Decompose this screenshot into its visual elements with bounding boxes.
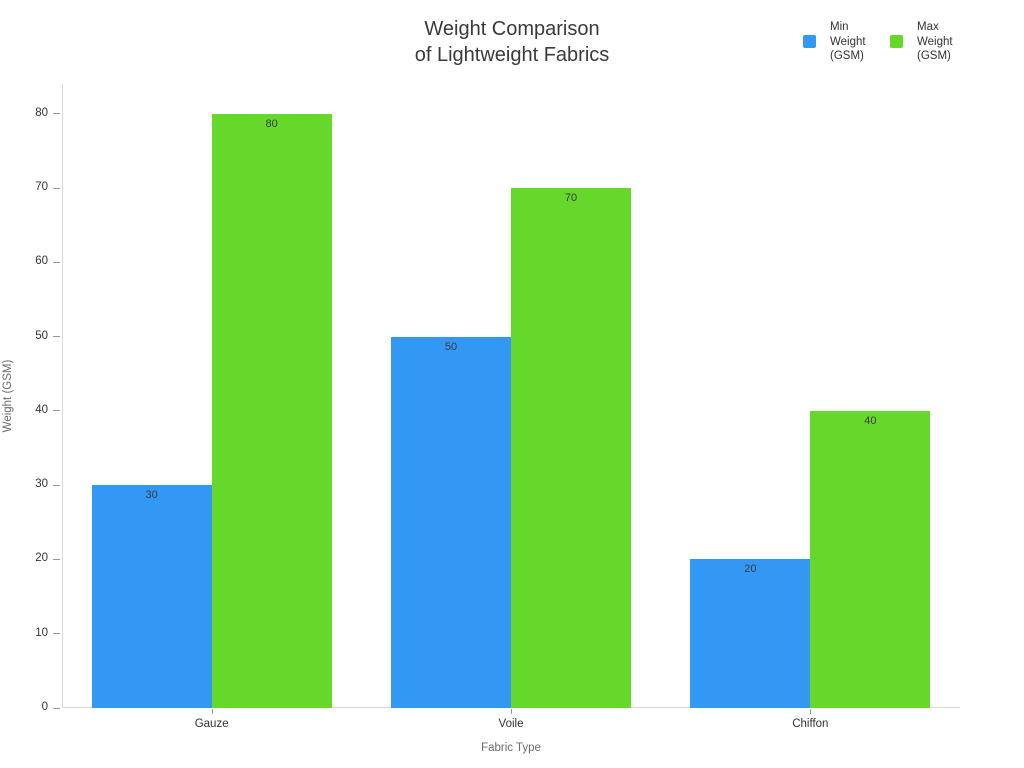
y-tick-label: 70 [35, 181, 48, 193]
bar-min-weight: 50 [391, 336, 511, 708]
y-tick-mark [53, 261, 60, 263]
y-tick-label: 40 [35, 403, 48, 416]
chart-title-line1: Weight Comparison [424, 18, 600, 40]
legend-label-min-weight: Min Weight (GSM) [830, 20, 866, 64]
bar-value-label: 40 [864, 414, 877, 427]
bar-min-weight: 30 [91, 485, 212, 708]
y-tick-label: 80 [35, 106, 48, 119]
legend-item-max-weight: Max Weight (GSM) [890, 20, 953, 64]
legend-swatch-min-weight [803, 35, 816, 49]
bar-value-label: 80 [265, 117, 278, 130]
legend-label-line: Min [830, 21, 849, 33]
x-tick-mark [511, 709, 512, 714]
y-tick-mark [53, 410, 60, 412]
legend-label-line: (GSM) [917, 50, 951, 62]
y-tick-label: 10 [35, 626, 48, 639]
y-tick-mark [53, 187, 60, 189]
chart-title-line2: of Lightweight Fabrics [414, 44, 610, 66]
y-tick-mark [53, 113, 60, 115]
bar-value-label: 20 [744, 563, 757, 576]
y-tick-mark [53, 558, 60, 560]
x-tick-label: Voile [498, 718, 524, 730]
legend-label-line: Weight [917, 35, 953, 48]
bar-min-weight: 20 [690, 559, 811, 708]
y-tick-mark [53, 336, 60, 338]
bar-value-label: 70 [564, 192, 578, 204]
x-axis-title: Fabric Type [481, 742, 541, 754]
y-tick-label: 0 [41, 701, 48, 713]
x-tick-label: Chiffon [792, 718, 829, 730]
legend-label-line: Max [917, 21, 939, 33]
x-tick-mark [810, 709, 812, 714]
y-tick-label: 50 [35, 329, 48, 342]
bar-value-label: 30 [145, 489, 158, 502]
bar-max-weight: 70 [511, 188, 631, 708]
legend-item-min-weight: Min Weight (GSM) [803, 20, 866, 64]
y-tick-label: 60 [35, 255, 48, 268]
legend-label-line: (GSM) [830, 50, 864, 62]
bar-value-label: 50 [444, 340, 458, 353]
bar-max-weight: 80 [211, 113, 332, 708]
x-tick-mark [211, 709, 213, 714]
bar-max-weight: 40 [810, 410, 931, 708]
chart-title: Weight Comparison of Lightweight Fabrics [0, 16, 1024, 68]
y-tick-label: 30 [35, 478, 48, 491]
legend-label-line: Weight [830, 35, 866, 48]
y-tick-mark [53, 484, 60, 486]
y-tick-mark [53, 707, 60, 709]
y-tick-label: 20 [35, 552, 48, 565]
legend-label-max-weight: Max Weight (GSM) [917, 20, 953, 64]
y-axis-title: Weight (GSM) [2, 359, 14, 433]
legend-swatch-max-weight [890, 35, 903, 49]
x-tick-label: Gauze [194, 718, 229, 730]
y-tick-mark [53, 633, 60, 635]
